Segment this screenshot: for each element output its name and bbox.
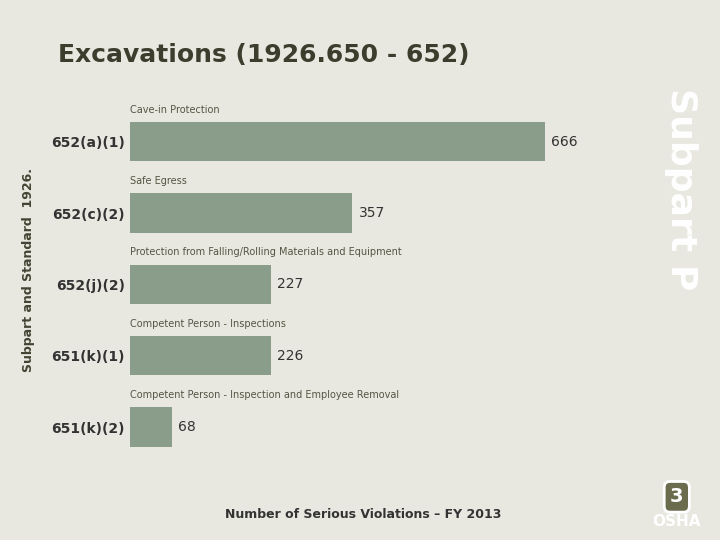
Text: Safe Egress: Safe Egress	[130, 176, 186, 186]
Text: Protection from Falling/Rolling Materials and Equipment: Protection from Falling/Rolling Material…	[130, 247, 401, 257]
Text: OSHA: OSHA	[652, 514, 701, 529]
Text: Excavations (1926.650 - 652): Excavations (1926.650 - 652)	[58, 43, 469, 67]
Text: 3: 3	[670, 487, 683, 507]
Text: 666: 666	[552, 134, 578, 149]
Text: Cave-in Protection: Cave-in Protection	[130, 105, 219, 114]
Text: Number of Serious Violations – FY 2013: Number of Serious Violations – FY 2013	[225, 508, 502, 521]
Bar	[130, 193, 352, 233]
Text: Subpart and Standard  1926.: Subpart and Standard 1926.	[22, 168, 35, 372]
Text: 227: 227	[277, 278, 304, 292]
Text: Subpart P: Subpart P	[664, 88, 698, 290]
Bar	[130, 407, 172, 447]
Bar	[130, 265, 271, 304]
Bar	[130, 336, 271, 375]
Bar	[130, 122, 545, 161]
Text: Competent Person - Inspection and Employee Removal: Competent Person - Inspection and Employ…	[130, 390, 399, 400]
Text: 68: 68	[179, 420, 196, 434]
Text: 357: 357	[359, 206, 385, 220]
Text: 226: 226	[277, 349, 303, 363]
Text: Competent Person - Inspections: Competent Person - Inspections	[130, 319, 285, 328]
